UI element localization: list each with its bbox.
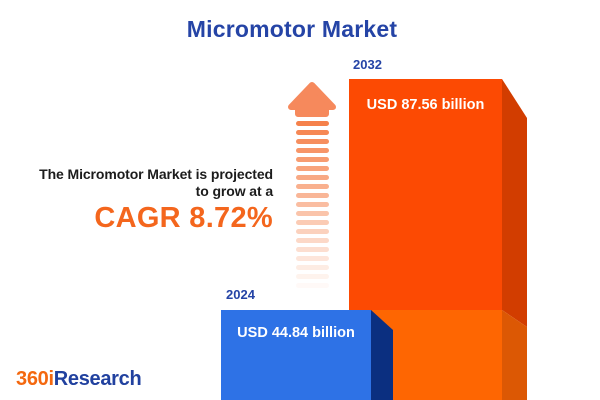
- arrow-stripe: [296, 220, 329, 225]
- arrow-stripe: [296, 148, 329, 153]
- growth-arrow-icon: [288, 82, 336, 117]
- bar-2024-side-face: [371, 310, 393, 400]
- arrow-stripes: [296, 121, 329, 292]
- arrow-stripe: [296, 202, 329, 207]
- cagr-value: CAGR 8.72%: [94, 202, 273, 234]
- arrow-stripe: [296, 130, 329, 135]
- logo-360iresearch: 360iResearch: [16, 368, 142, 391]
- arrow-stripe: [296, 265, 329, 270]
- arrow-stripe: [296, 157, 329, 162]
- arrow-stripe: [296, 274, 329, 279]
- arrow-stripe: [296, 211, 329, 216]
- annotation-line-2: to grow at a: [195, 183, 273, 199]
- arrow-stripe: [296, 283, 329, 288]
- logo-prefix: 360i: [16, 368, 54, 390]
- logo-suffix: Research: [53, 368, 142, 390]
- bar-2032-value-label: USD 87.56 billion: [366, 97, 485, 113]
- growth-annotation: The Micromotor Market is projected to gr…: [0, 166, 273, 233]
- arrow-stripe: [296, 247, 329, 252]
- arrow-stripe: [296, 238, 329, 243]
- arrow-stripe: [296, 256, 329, 261]
- bar-2032-year-label: 2032: [353, 57, 382, 72]
- bar-2024-year-label: 2024: [226, 287, 255, 302]
- page-title: Micromotor Market: [186, 16, 398, 42]
- arrow-stripe: [296, 193, 329, 198]
- annotation-line-1: The Micromotor Market is projected: [39, 166, 273, 182]
- arrow-stripe: [296, 121, 329, 126]
- arrow-stripe: [296, 139, 329, 144]
- arrow-stripe: [296, 175, 329, 180]
- bar-2032-side-face: [502, 79, 527, 400]
- bar-2024: USD 44.84 billion: [221, 310, 371, 400]
- arrow-stripe: [296, 166, 329, 171]
- arrow-stripe: [296, 184, 329, 189]
- arrow-stripe: [296, 229, 329, 234]
- bar-2024-value-label: USD 44.84 billion: [237, 325, 355, 341]
